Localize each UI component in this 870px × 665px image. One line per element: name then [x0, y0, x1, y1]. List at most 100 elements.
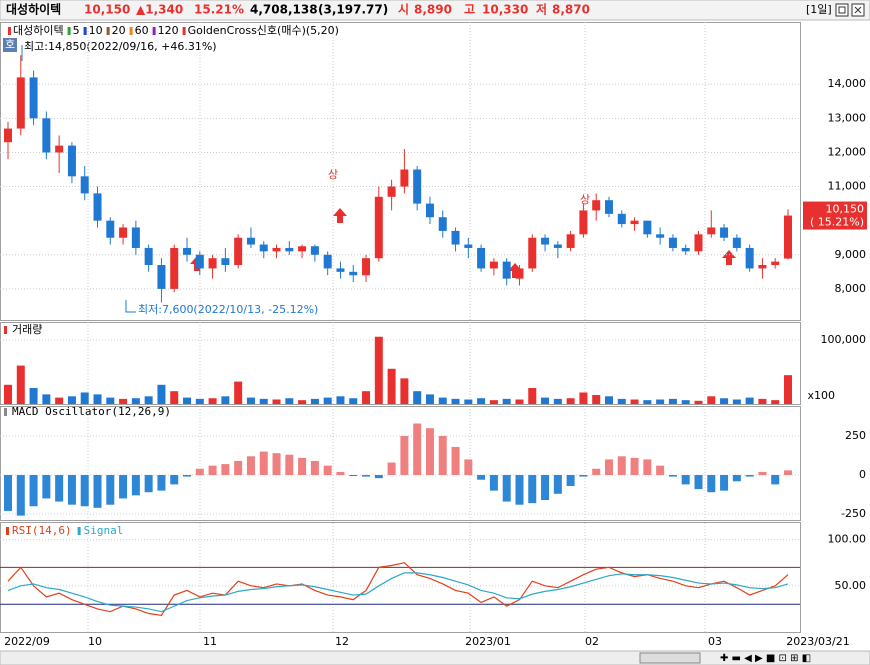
- candle-body: [298, 246, 307, 252]
- candle-body: [553, 244, 562, 248]
- macd-bar: [566, 475, 575, 486]
- volume-bar: [310, 398, 319, 404]
- macd-bar: [374, 475, 383, 479]
- macd-bar: [681, 475, 690, 485]
- candle-body: [617, 213, 626, 225]
- volume-bar: [732, 399, 741, 404]
- macd-bar: [4, 475, 12, 511]
- restore-button[interactable]: [835, 3, 849, 17]
- macd-bar: [170, 475, 179, 485]
- macd-bar: [298, 457, 307, 476]
- volume-bar: [246, 397, 255, 404]
- y-tick-label: 0: [859, 468, 866, 481]
- candle-body: [643, 220, 652, 235]
- legend-swatch: [77, 527, 81, 535]
- volume-bar: [528, 387, 537, 404]
- panel-title: MACD Oscillator(12,26,9): [12, 405, 171, 418]
- x-tick-label: 02: [585, 635, 599, 648]
- volume-bar: [579, 392, 588, 404]
- volume-bar: [374, 336, 383, 404]
- macd-bar: [234, 460, 243, 476]
- legend-swatch: [182, 27, 186, 35]
- y-tick-label: -250: [841, 507, 866, 520]
- volume-bar: [643, 400, 652, 404]
- y-tick-label: 13,000: [828, 111, 867, 124]
- volume-bar: [234, 381, 243, 404]
- legend-swatch: [152, 27, 156, 35]
- macd-bar: [29, 475, 38, 507]
- x-tick-label: 2022/09: [4, 635, 50, 648]
- limit-mark: 상: [328, 168, 338, 181]
- candle-body: [720, 227, 729, 238]
- macd-bar: [272, 453, 281, 476]
- period-button[interactable]: [1일]: [806, 2, 832, 16]
- volume-bar: [349, 398, 358, 404]
- candle-body: [131, 227, 140, 248]
- macd-bar: [784, 470, 792, 476]
- candle-body: [541, 237, 550, 245]
- zoom-controls[interactable]: ✚ ▬ ◀ ▶ ■ ⊡ ⊞ ◧: [720, 653, 811, 664]
- low: 8,870: [552, 3, 590, 17]
- macd-bar: [451, 446, 460, 476]
- annotation-leaders: [21, 45, 136, 313]
- low-annotation: 최저:7,600(2022/10/13, -25.12%): [138, 303, 318, 316]
- candle-body: [374, 196, 383, 259]
- macd-bar: [80, 475, 89, 507]
- candle-body: [221, 258, 230, 266]
- volume-bar: [489, 400, 498, 404]
- candle-body: [119, 227, 128, 238]
- macd-bar: [656, 465, 665, 476]
- volume-bar: [630, 399, 639, 404]
- candle-body: [400, 169, 409, 187]
- volume-bar: [553, 398, 562, 404]
- macd-bar: [630, 457, 639, 476]
- macd-bar: [67, 475, 76, 505]
- candle-body: [362, 258, 371, 276]
- candle-body: [592, 200, 601, 211]
- volume-bar: [4, 384, 12, 404]
- volume-bar: [93, 394, 102, 404]
- change-pct: 15.21%: [194, 3, 244, 17]
- candle-body: [784, 215, 792, 259]
- candle-body: [106, 220, 115, 238]
- price: 10,150: [84, 3, 130, 17]
- candle-body: [208, 258, 217, 269]
- scroll-thumb[interactable]: [639, 652, 701, 664]
- volume-bar: [617, 398, 626, 404]
- volume-bar: [55, 397, 64, 404]
- high: 10,330: [482, 3, 528, 17]
- volume-bar: [784, 375, 792, 404]
- high-label: 고: [464, 3, 475, 17]
- macd-bar: [157, 475, 166, 491]
- volume-bar: [438, 397, 447, 404]
- volume-bar: [195, 398, 204, 404]
- volume-bar: [425, 394, 434, 404]
- volume-bar: [477, 398, 486, 404]
- legend-label: 60: [135, 24, 149, 37]
- candle-body: [234, 237, 243, 266]
- price-tag-label: 10,150: [826, 203, 865, 216]
- candle-body: [732, 237, 741, 248]
- volume-bar: [464, 399, 473, 404]
- macd-bar: [221, 464, 230, 476]
- x-tick-label: 12: [335, 635, 349, 648]
- candle-body: [349, 271, 358, 276]
- macd-bar: [720, 475, 729, 491]
- legend-swatch: [6, 527, 9, 535]
- macd-bar: [579, 475, 588, 477]
- candle-body: [630, 220, 639, 225]
- candle-body: [528, 237, 537, 269]
- macd-bar: [131, 475, 140, 496]
- rsi-line: [7, 572, 789, 613]
- price-tag-change: ( 15.21%): [810, 216, 864, 229]
- macd-bar: [553, 475, 562, 494]
- legend-label: Signal: [84, 524, 124, 537]
- change: ▲1,340: [136, 3, 183, 17]
- candle-body: [80, 176, 89, 194]
- volume-bar: [451, 398, 460, 404]
- volume-bar: [604, 396, 613, 404]
- candle-body: [464, 244, 473, 248]
- macd-bar: [336, 471, 345, 476]
- volume-bar: [771, 400, 780, 404]
- x-tick-label: 10: [88, 635, 102, 648]
